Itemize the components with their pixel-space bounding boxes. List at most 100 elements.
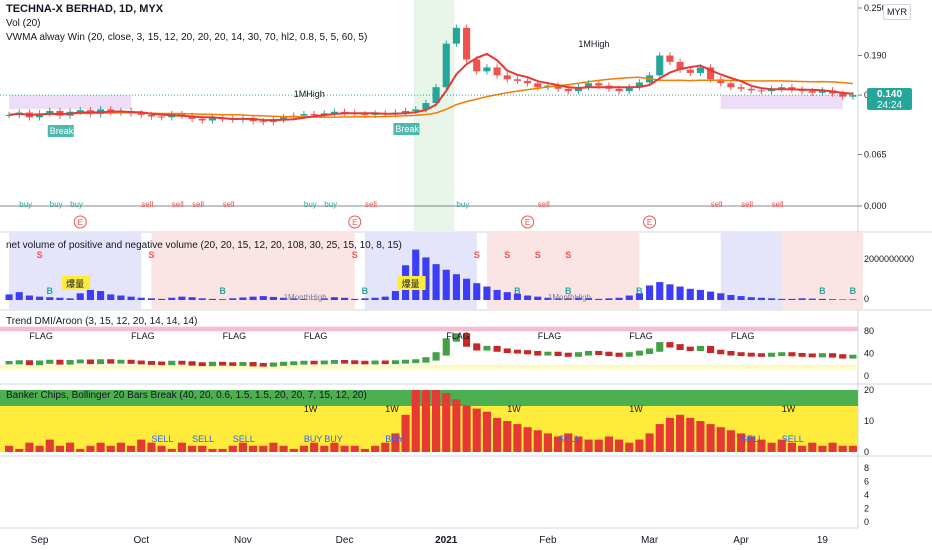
price-tick-label: 0.000 — [864, 201, 887, 211]
banker-label: BUY — [324, 434, 343, 444]
candle-body — [595, 83, 603, 86]
signal-label: buy — [304, 200, 317, 209]
event-marker-label: E — [78, 218, 83, 227]
dmi-bar — [341, 360, 349, 364]
candle-body — [259, 121, 267, 123]
candle-body — [493, 67, 501, 76]
signal-label: buy — [70, 200, 83, 209]
sell-signal: S — [352, 250, 358, 260]
dmi-bar — [158, 361, 166, 366]
dmi-bar — [147, 361, 155, 365]
flag-label: FLAG — [538, 331, 562, 341]
dmi-bar — [503, 348, 511, 354]
dmi-bar — [66, 360, 74, 365]
netvol-bar — [107, 294, 115, 300]
candle-body — [717, 79, 725, 84]
dmi-tick-label: 80 — [864, 326, 874, 336]
candle-body — [412, 109, 420, 111]
banker-bar — [462, 405, 471, 452]
dmi-bar — [798, 352, 806, 357]
banker-bar — [848, 445, 857, 452]
banker-bar — [96, 442, 105, 452]
flag-label: FLAG — [131, 331, 155, 341]
price-tick-label: 0.250 — [864, 3, 887, 13]
netvol-bar — [442, 269, 450, 300]
dmi-bar — [442, 338, 450, 356]
time-tick-label: 19 — [817, 535, 829, 546]
dmi-bar — [696, 345, 704, 352]
banker-bar — [757, 439, 766, 452]
banker-bar — [543, 433, 552, 452]
vwma-legend: VWMA alway Win (20, close, 3, 15, 12, 20… — [6, 32, 368, 43]
dmi-bar — [605, 351, 613, 357]
banker-bar — [452, 399, 461, 452]
candle-body — [46, 110, 54, 114]
netvol-bar — [788, 298, 796, 300]
flag-label: FLAG — [29, 331, 53, 341]
dmi-bar — [808, 353, 816, 358]
signal-label: buy — [50, 200, 63, 209]
candle-body — [839, 93, 847, 97]
banker-bar — [127, 445, 136, 452]
netvol-bar — [798, 298, 806, 300]
candle-body — [666, 55, 674, 62]
netvol-bar — [56, 297, 64, 300]
dmi-bar — [310, 360, 318, 365]
currency-badge[interactable]: MYR — [883, 4, 911, 20]
empty-tick-label: 8 — [864, 463, 869, 473]
netvol-bar — [97, 291, 105, 300]
netvol-bar — [524, 295, 532, 300]
dmi-bar — [15, 360, 23, 365]
flag-label: FLAG — [223, 331, 247, 341]
netvol-bar — [463, 278, 471, 300]
candle-body — [534, 83, 542, 88]
netvol-bar — [249, 296, 257, 300]
event-marker-label: E — [647, 218, 652, 227]
banker-bar — [615, 439, 624, 452]
dmi-bar — [219, 361, 227, 366]
dmi-bar — [452, 333, 460, 342]
candle-body — [625, 87, 633, 92]
buy-signal: B — [850, 286, 857, 296]
banker-tick-label: 0 — [864, 447, 869, 457]
banker-label: BUY — [385, 434, 404, 444]
break-badge — [47, 125, 74, 137]
netvol-bar — [320, 298, 328, 300]
break-label: Break — [50, 126, 74, 136]
signal-label: sell — [141, 200, 153, 209]
candle-body — [707, 67, 715, 80]
banker-bar — [218, 448, 227, 452]
candle-body — [656, 55, 664, 76]
netvol-bar — [757, 297, 765, 300]
dmi-bar — [768, 352, 776, 357]
banker-tick-label: 10 — [864, 416, 874, 426]
dmi-bar — [656, 342, 664, 352]
signal-label: sell — [741, 200, 753, 209]
banker-label: SELL — [782, 434, 804, 444]
netvol-bar — [768, 298, 776, 300]
banker-bar — [523, 427, 532, 452]
dmi-bar — [585, 350, 593, 356]
candle-body — [341, 111, 349, 113]
time-tick-label: Oct — [133, 535, 149, 546]
banker-bar — [391, 433, 400, 452]
candle-body — [361, 114, 369, 116]
banker-bar — [737, 433, 746, 452]
event-marker-label: E — [525, 218, 530, 227]
banker-label: SELL — [151, 434, 173, 444]
dmi-bar — [534, 350, 542, 356]
candle-body — [137, 113, 145, 115]
dmi-bar — [595, 350, 603, 356]
dmi-bar — [381, 360, 389, 365]
netvol-bar — [147, 298, 155, 300]
banker-bar — [696, 421, 705, 452]
dmi-bar — [351, 360, 359, 365]
event-marker-label: E — [352, 218, 357, 227]
banker-bar — [777, 439, 786, 452]
banker-bar — [35, 445, 44, 452]
netvol-bar — [452, 274, 460, 300]
netvol-bar — [473, 283, 481, 300]
dmi-bar — [46, 359, 54, 364]
netvol-bar — [737, 296, 745, 300]
